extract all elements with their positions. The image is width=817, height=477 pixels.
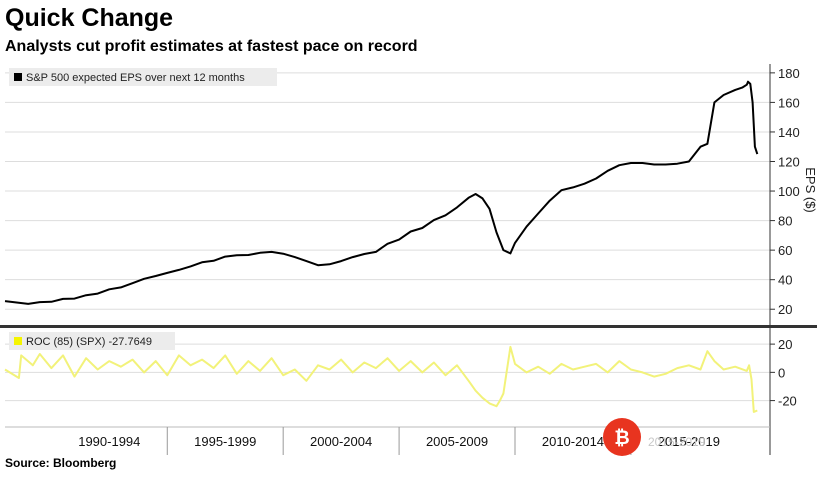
eps-tick-label: 20 bbox=[778, 302, 792, 317]
roc-legend-swatch bbox=[14, 337, 22, 345]
roc-tick-label: 0 bbox=[778, 365, 785, 380]
eps-legend: S&P 500 expected EPS over next 12 months bbox=[9, 68, 277, 86]
roc-tick-label: 20 bbox=[778, 337, 792, 352]
period-label: 2010-2014 bbox=[542, 434, 604, 449]
roc-tick-label: -20 bbox=[778, 394, 797, 409]
eps-gridlines bbox=[5, 72, 770, 310]
eps-tick-label: 60 bbox=[778, 243, 792, 258]
period-label: 1990-1994 bbox=[78, 434, 140, 449]
period-label: 2000-2004 bbox=[310, 434, 372, 449]
eps-tick-label: 140 bbox=[778, 125, 800, 140]
eps-y-ticks: 20 40 60 80 100 120 140 160 180 bbox=[770, 66, 800, 317]
chart-subtitle: Analysts cut profit estimates at fastest… bbox=[5, 38, 418, 55]
watermark-text: 2015-2019 bbox=[648, 435, 706, 449]
eps-tick-label: 40 bbox=[778, 273, 792, 288]
eps-legend-box bbox=[9, 68, 277, 86]
period-label: 1995-1999 bbox=[194, 434, 256, 449]
eps-tick-label: 100 bbox=[778, 184, 800, 199]
eps-tick-label: 120 bbox=[778, 155, 800, 170]
roc-legend-box bbox=[9, 332, 175, 350]
roc-legend-label: ROC (85) (SPX) -27.7649 bbox=[26, 336, 152, 348]
period-label: 2015-2019 bbox=[658, 434, 720, 449]
bitcoin-symbol: ₿ bbox=[614, 427, 629, 449]
period-label: 2005-2009 bbox=[426, 434, 488, 449]
source-note: Source: Bloomberg bbox=[5, 456, 117, 470]
roc-gridlines bbox=[5, 343, 770, 402]
roc-y-ticks: -20 0 20 bbox=[770, 337, 797, 409]
panel-separator bbox=[0, 325, 817, 328]
eps-legend-swatch bbox=[14, 73, 22, 81]
watermark: ₿ 2015-2019 bbox=[603, 418, 706, 456]
chart-title: Quick Change bbox=[5, 4, 174, 32]
eps-y-axis-label: EPS ($) bbox=[803, 167, 817, 213]
eps-series-line bbox=[4, 80, 759, 305]
roc-series-line bbox=[4, 345, 758, 413]
roc-legend: ROC (85) (SPX) -27.7649 bbox=[9, 332, 175, 350]
x-period-labels: 1990-1994 1995-1999 2000-2004 2005-2009 2010… bbox=[78, 434, 720, 449]
eps-tick-label: 160 bbox=[778, 95, 800, 110]
eps-tick-label: 180 bbox=[778, 66, 800, 81]
eps-tick-label: 80 bbox=[778, 214, 792, 229]
eps-legend-label: S&P 500 expected EPS over next 12 months bbox=[26, 72, 245, 84]
bitcoin-icon bbox=[603, 418, 641, 456]
